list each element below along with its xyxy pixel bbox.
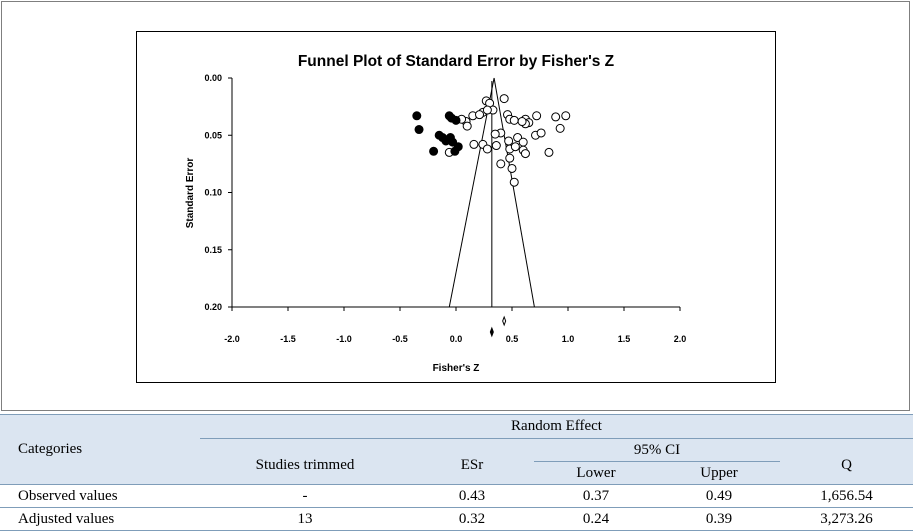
funnel-plot: Funnel Plot of Standard Error by Fisher'… (136, 31, 776, 383)
observed-study-point (520, 149, 530, 159)
x-tick-label: 1.5 (618, 334, 631, 344)
observed-study-point (469, 139, 479, 149)
studies-trimmed-header: Studies trimmed (255, 457, 355, 473)
ci-header: 95% CI (534, 438, 780, 462)
chart-border (136, 31, 776, 383)
observed-effect-diamond (502, 315, 507, 327)
chart-title: Funnel Plot of Standard Error by Fisher'… (298, 53, 615, 70)
observed-study-point (507, 163, 517, 173)
row-lower: 0.24 (534, 507, 658, 531)
y-tick-label: 0.20 (204, 302, 222, 312)
row-upper: 0.49 (658, 484, 780, 508)
observed-study-point (510, 142, 520, 152)
table-row: Adjusted values 13 0.32 0.24 0.39 3,273.… (0, 507, 913, 531)
row-category: Adjusted values (0, 507, 200, 531)
x-tick-label: 2.0 (674, 334, 687, 344)
row-upper: 0.39 (658, 507, 780, 531)
observed-study-point (551, 112, 561, 122)
observed-study-point (536, 128, 546, 138)
adjusted-effect-diamond (489, 326, 494, 338)
row-lower: 0.37 (534, 484, 658, 508)
row-studies-trimmed: - (200, 484, 410, 508)
x-tick-label: -2.0 (224, 334, 240, 344)
observed-study-point (518, 137, 528, 147)
results-table: Categories Random Effect Studies trimmed… (0, 414, 913, 531)
row-esr: 0.32 (410, 507, 534, 531)
observed-study-point (555, 123, 565, 133)
esr-header: ESr (460, 457, 484, 473)
summary-diamonds (489, 315, 507, 338)
x-tick-label: -1.0 (336, 334, 352, 344)
imputed-study-point (451, 115, 461, 125)
observed-study-point (532, 111, 542, 121)
observed-study-point (490, 129, 500, 139)
funnel-right-line (493, 77, 535, 308)
observed-study-point (509, 115, 519, 125)
observed-study-point (561, 111, 571, 121)
table-row: Observed values - 0.43 0.37 0.49 1,656.5… (0, 484, 913, 508)
y-tick-label: 0.00 (204, 73, 222, 83)
row-esr: 0.43 (410, 484, 534, 508)
y-axis-label: Standard Error (185, 158, 196, 229)
observed-study-point (504, 136, 514, 146)
observed-study-point (499, 94, 509, 104)
x-tick-label: -1.5 (280, 334, 296, 344)
plot-axes: -2.0 -1.5 -1.0 -0.5 0.0 0.5 1.0 1.5 2.0 0.00 0.05 0… (204, 73, 686, 344)
lower-header: Lower (534, 461, 658, 485)
x-tick-label: -0.5 (392, 334, 408, 344)
y-tick-label: 0.10 (204, 188, 222, 198)
observed-study-point (482, 105, 492, 115)
x-tick-label: 1.0 (562, 334, 575, 344)
imputed-study-point (412, 111, 422, 121)
q-header: Q (841, 457, 852, 473)
observed-study-point (509, 177, 519, 187)
categories-header: Categories (0, 414, 200, 485)
imputed-study-point (429, 146, 439, 156)
imputed-study-point (414, 125, 424, 135)
observed-study-point (462, 121, 472, 131)
imputed-study-point (450, 146, 460, 156)
observed-study-point (491, 141, 501, 151)
data-points (412, 94, 571, 187)
observed-study-point (544, 147, 554, 157)
random-effect-header: Random Effect (200, 414, 913, 439)
funnel-left-line (448, 77, 495, 308)
x-axis-label: Fisher's Z (433, 363, 480, 374)
row-studies-trimmed: 13 (200, 507, 410, 531)
y-tick-label: 0.15 (204, 245, 222, 255)
funnel-lines (448, 77, 535, 308)
y-tick-label: 0.05 (204, 130, 222, 140)
x-tick-label: 0.5 (506, 334, 519, 344)
row-q: 1,656.54 (780, 484, 913, 508)
observed-study-point (475, 110, 485, 120)
observed-study-point (482, 144, 492, 154)
observed-study-point (517, 117, 527, 127)
x-tick-label: 0.0 (450, 334, 463, 344)
row-category: Observed values (0, 484, 200, 508)
upper-header: Upper (658, 461, 780, 485)
observed-study-point (496, 159, 506, 169)
row-q: 3,273.26 (780, 507, 913, 531)
observed-study-point (505, 153, 515, 163)
